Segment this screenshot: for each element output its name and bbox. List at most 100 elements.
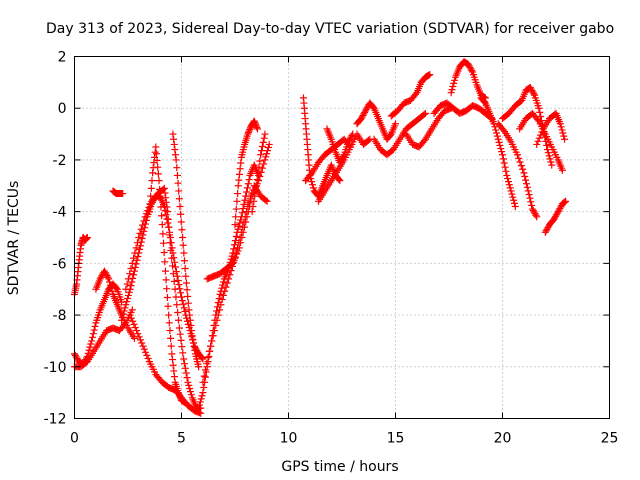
- data-point: [185, 381, 193, 389]
- data-point: [517, 162, 525, 170]
- data-point: [499, 155, 507, 163]
- data-point: [168, 254, 176, 262]
- data-point: [88, 333, 96, 341]
- data-point: [495, 138, 503, 146]
- data-point: [529, 207, 537, 215]
- data-point: [136, 336, 144, 344]
- data-point: [128, 259, 136, 267]
- data-point: [426, 71, 434, 79]
- data-point: [164, 215, 172, 223]
- data-point: [242, 218, 250, 226]
- data-point: [234, 190, 242, 198]
- data-point: [164, 302, 172, 310]
- data-point: [144, 207, 152, 215]
- data-point: [357, 115, 365, 123]
- data-point: [541, 228, 549, 236]
- data-point: [536, 108, 544, 116]
- data-point: [544, 149, 552, 157]
- data-point: [235, 176, 243, 184]
- data-point: [200, 383, 208, 391]
- data-point: [307, 170, 315, 178]
- data-point: [132, 244, 140, 252]
- data-point: [252, 122, 260, 130]
- data-point: [262, 196, 270, 204]
- data-point: [106, 281, 114, 289]
- data-point: [232, 232, 240, 240]
- data-point: [96, 275, 104, 283]
- data-point: [129, 317, 137, 325]
- data-point: [173, 171, 181, 179]
- data-point: [156, 194, 164, 202]
- data-point: [166, 231, 174, 239]
- data-point: [101, 269, 109, 277]
- data-point: [151, 148, 159, 156]
- data-point: [177, 336, 185, 344]
- data-point: [186, 316, 194, 324]
- data-point: [254, 169, 262, 177]
- data-point: [186, 385, 194, 393]
- data-point: [140, 217, 148, 225]
- data-point: [215, 295, 223, 303]
- data-point: [244, 129, 252, 137]
- data-point: [213, 316, 221, 324]
- data-point: [513, 151, 521, 159]
- data-point: [175, 281, 183, 289]
- data-point: [123, 280, 131, 288]
- series-arc-13: [203, 140, 273, 283]
- data-point: [253, 123, 261, 131]
- data-point: [214, 311, 222, 319]
- data-point: [135, 333, 143, 341]
- data-point: [106, 278, 114, 286]
- data-point: [205, 347, 213, 355]
- data-point: [510, 199, 518, 207]
- data-point: [175, 187, 183, 195]
- data-point: [183, 314, 191, 322]
- data-point: [248, 208, 256, 216]
- data-point: [91, 322, 99, 330]
- data-point: [83, 234, 91, 241]
- data-point: [170, 135, 178, 143]
- data-point: [195, 404, 203, 412]
- data-point: [360, 110, 368, 118]
- data-point: [138, 339, 146, 347]
- data-point: [527, 198, 535, 206]
- data-point: [207, 342, 215, 350]
- data-point: [186, 311, 194, 319]
- data-point: [136, 242, 144, 250]
- data-point: [515, 154, 523, 162]
- series-arc-20: [353, 99, 399, 143]
- data-point: [552, 211, 560, 219]
- data-point: [191, 346, 199, 354]
- data-point: [493, 132, 501, 140]
- data-point: [165, 223, 173, 231]
- data-point: [187, 321, 195, 329]
- data-point: [216, 306, 224, 314]
- data-point: [167, 342, 175, 350]
- data-point: [256, 157, 264, 165]
- data-point: [551, 214, 559, 222]
- data-point: [226, 271, 234, 279]
- series-arc-17: [302, 135, 355, 185]
- data-point: [562, 197, 570, 205]
- x-tick-label: 20: [494, 431, 512, 447]
- data-point: [123, 298, 131, 306]
- data-point: [204, 353, 212, 361]
- data-point: [103, 272, 111, 280]
- data-point: [491, 123, 499, 131]
- data-point: [181, 265, 189, 273]
- data-point: [171, 258, 179, 266]
- data-point: [251, 192, 259, 200]
- data-point: [127, 282, 135, 290]
- data-point: [170, 367, 178, 375]
- data-point: [183, 286, 191, 294]
- series-arc-2: [71, 280, 126, 368]
- data-point: [128, 306, 136, 314]
- data-point: [174, 276, 182, 284]
- data-point: [188, 327, 196, 335]
- data-point: [179, 234, 187, 241]
- data-point: [169, 262, 177, 270]
- data-point: [187, 391, 195, 399]
- data-point: [180, 249, 188, 257]
- series-arc-7: [122, 184, 205, 412]
- data-point: [198, 354, 206, 362]
